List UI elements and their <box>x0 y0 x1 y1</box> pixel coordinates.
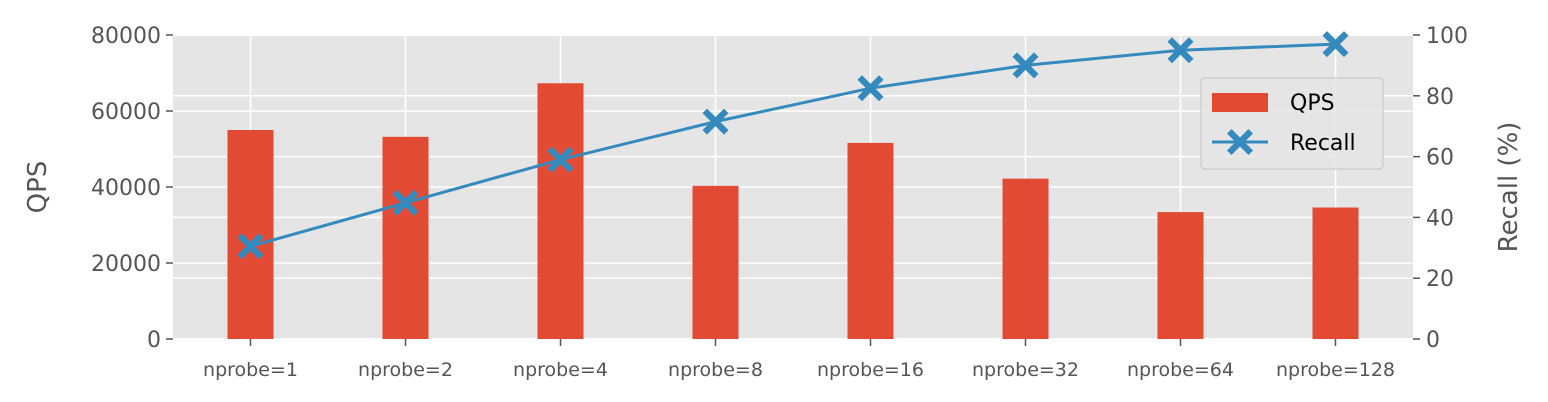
x-axis: nprobe=1 nprobe=2 nprobe=4 nprobe=8 nprobe=1… <box>203 339 1395 381</box>
x-tick-label: nprobe=4 <box>513 359 608 381</box>
qps-bars <box>227 83 1359 339</box>
right-tick-label: 80 <box>1426 85 1454 110</box>
qps-bar <box>537 83 584 339</box>
qps-bar <box>1312 207 1359 339</box>
recall-polyline <box>250 42 1336 248</box>
right-tick-label: 60 <box>1426 146 1454 171</box>
left-tick-label: 40000 <box>91 176 161 201</box>
recall-marker <box>547 146 574 173</box>
left-tick-label: 80000 <box>91 24 161 49</box>
recall-marker <box>1012 52 1039 79</box>
recall-marker <box>1167 37 1194 64</box>
qps-bar <box>1157 212 1204 339</box>
x-tick-label: nprobe=16 <box>817 359 924 381</box>
x-tick-label: nprobe=32 <box>972 359 1079 381</box>
right-y-axis: 0 20 40 60 80 100 <box>1413 24 1468 353</box>
qps-bar <box>382 136 429 339</box>
x-tick-label: nprobe=8 <box>668 359 763 381</box>
x-tick-label: nprobe=1 <box>203 359 298 381</box>
legend-qps-swatch <box>1212 93 1268 112</box>
legend-recall-marker <box>1227 129 1253 155</box>
x-tick-label: nprobe=2 <box>358 359 453 381</box>
qps-bar <box>1002 178 1049 339</box>
y-axis-right-label: Recall (%) <box>1494 122 1524 253</box>
recall-marker <box>392 189 419 216</box>
y-axis-left-label: QPS <box>23 161 53 214</box>
legend-qps-label: QPS <box>1290 91 1335 116</box>
recall-marker <box>857 75 884 102</box>
right-tick-label: 0 <box>1426 328 1440 353</box>
legend: QPS Recall <box>1200 77 1384 170</box>
left-tick-label: 20000 <box>91 252 161 277</box>
qps-bar <box>692 185 739 339</box>
right-tick-label: 100 <box>1426 24 1468 49</box>
x-tick-label: nprobe=128 <box>1276 359 1395 381</box>
recall-marker <box>702 108 729 135</box>
recall-marker <box>1322 31 1349 58</box>
left-y-axis: 0 20000 40000 60000 80000 <box>91 24 173 353</box>
qps-bar <box>227 130 274 339</box>
right-tick-label: 40 <box>1426 206 1454 231</box>
recall-marker <box>237 233 264 260</box>
qps-bar <box>847 142 894 339</box>
x-tick-label: nprobe=64 <box>1127 359 1234 381</box>
recall-line <box>237 31 1349 260</box>
left-tick-label: 60000 <box>91 100 161 125</box>
right-tick-label: 20 <box>1426 267 1454 292</box>
left-tick-label: 0 <box>147 328 161 353</box>
legend-recall-label: Recall <box>1290 131 1356 156</box>
